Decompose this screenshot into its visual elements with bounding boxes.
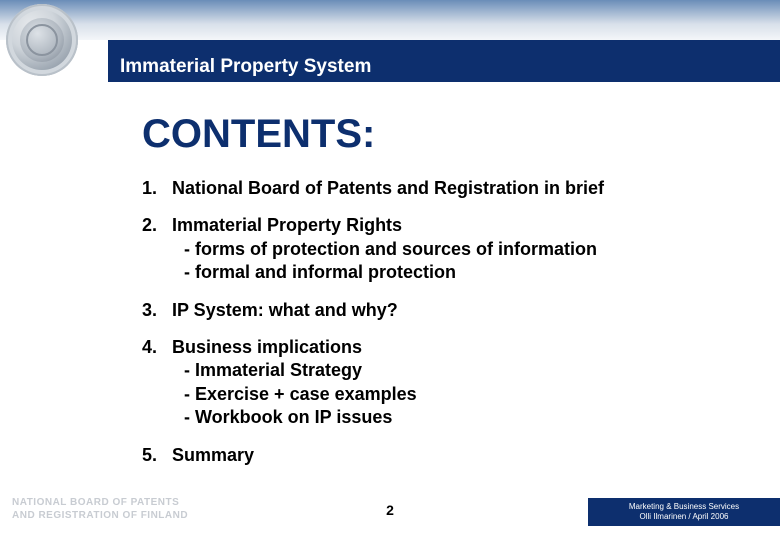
item-number: 1. xyxy=(142,177,172,200)
organization-seal-icon xyxy=(6,4,78,76)
slide-content: CONTENTS: 1. National Board of Patents a… xyxy=(142,112,720,481)
title-bar-text: Immaterial Property System xyxy=(120,56,371,78)
page-number: 2 xyxy=(386,502,394,518)
item-sub: - formal and informal protection xyxy=(172,261,720,284)
list-item: 1. National Board of Patents and Registr… xyxy=(142,177,720,200)
item-number: 5. xyxy=(142,444,172,467)
item-number: 2. xyxy=(142,214,172,284)
list-item: 3. IP System: what and why? xyxy=(142,299,720,322)
item-title: National Board of Patents and Registrati… xyxy=(172,178,604,198)
item-body: Immaterial Property Rights - forms of pr… xyxy=(172,214,720,284)
item-title: IP System: what and why? xyxy=(172,300,398,320)
item-number: 4. xyxy=(142,336,172,430)
list-item: 4. Business implications - Immaterial St… xyxy=(142,336,720,430)
item-sub: - Exercise + case examples xyxy=(172,383,720,406)
footer-right-line1: Marketing & Business Services xyxy=(629,502,739,512)
item-title: Business implications xyxy=(172,337,362,357)
footer-right-line2: Olli Ilmarinen / April 2006 xyxy=(640,512,729,522)
item-title: Summary xyxy=(172,445,254,465)
item-sub: - Immaterial Strategy xyxy=(172,359,720,382)
list-item: 2. Immaterial Property Rights - forms of… xyxy=(142,214,720,284)
item-number: 3. xyxy=(142,299,172,322)
contents-heading: CONTENTS: xyxy=(142,112,720,157)
title-bar: Immaterial Property System xyxy=(0,40,780,82)
item-sub: - Workbook on IP issues xyxy=(172,406,720,429)
footer-right-bar: Marketing & Business Services Olli Ilmar… xyxy=(588,498,780,526)
item-sub: - forms of protection and sources of inf… xyxy=(172,238,720,261)
list-item: 5. Summary xyxy=(142,444,720,467)
footer-org-line2: AND REGISTRATION OF FINLAND xyxy=(12,510,188,523)
item-body: National Board of Patents and Registrati… xyxy=(172,177,720,200)
footer-org-line1: NATIONAL BOARD OF PATENTS xyxy=(12,497,188,510)
item-title: Immaterial Property Rights xyxy=(172,215,402,235)
top-gradient-banner xyxy=(0,0,780,40)
item-body: Business implications - Immaterial Strat… xyxy=(172,336,720,430)
item-body: IP System: what and why? xyxy=(172,299,720,322)
item-body: Summary xyxy=(172,444,720,467)
contents-list: 1. National Board of Patents and Registr… xyxy=(142,177,720,467)
footer-organization: NATIONAL BOARD OF PATENTS AND REGISTRATI… xyxy=(12,497,188,522)
